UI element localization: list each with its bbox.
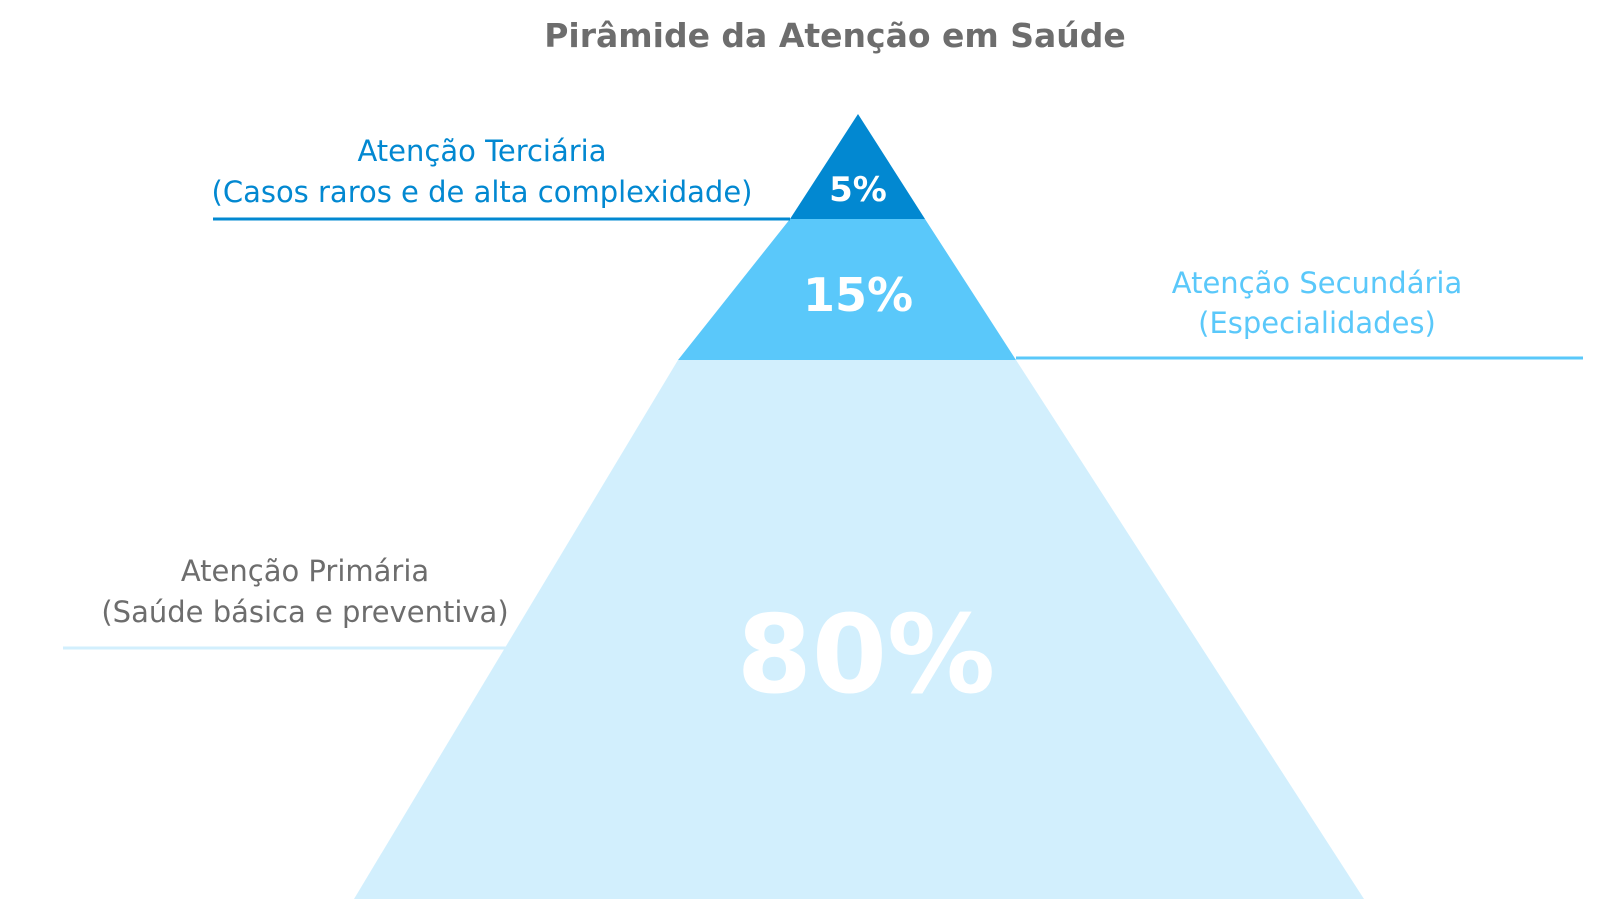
percent-label-secondary: 15%: [803, 268, 913, 322]
percent-label-primary: 80%: [737, 593, 996, 718]
level-description-primary: (Saúde básica e preventiva): [101, 595, 508, 629]
pyramid-tier-tertiary: [790, 114, 925, 219]
pyramid-tier-primary: [354, 360, 1364, 899]
pyramid-tier-secondary: [678, 219, 1016, 360]
percent-label-tertiary: 5%: [829, 170, 887, 210]
level-name-primary: Atenção Primária: [181, 554, 429, 588]
diagram-title: Pirâmide da Atenção em Saúde: [544, 16, 1126, 55]
level-name-secondary: Atenção Secundária: [1172, 266, 1462, 300]
level-description-tertiary: (Casos raros e de alta complexidade): [212, 175, 753, 209]
level-description-secondary: (Especialidades): [1198, 306, 1436, 340]
level-name-tertiary: Atenção Terciária: [357, 134, 606, 168]
